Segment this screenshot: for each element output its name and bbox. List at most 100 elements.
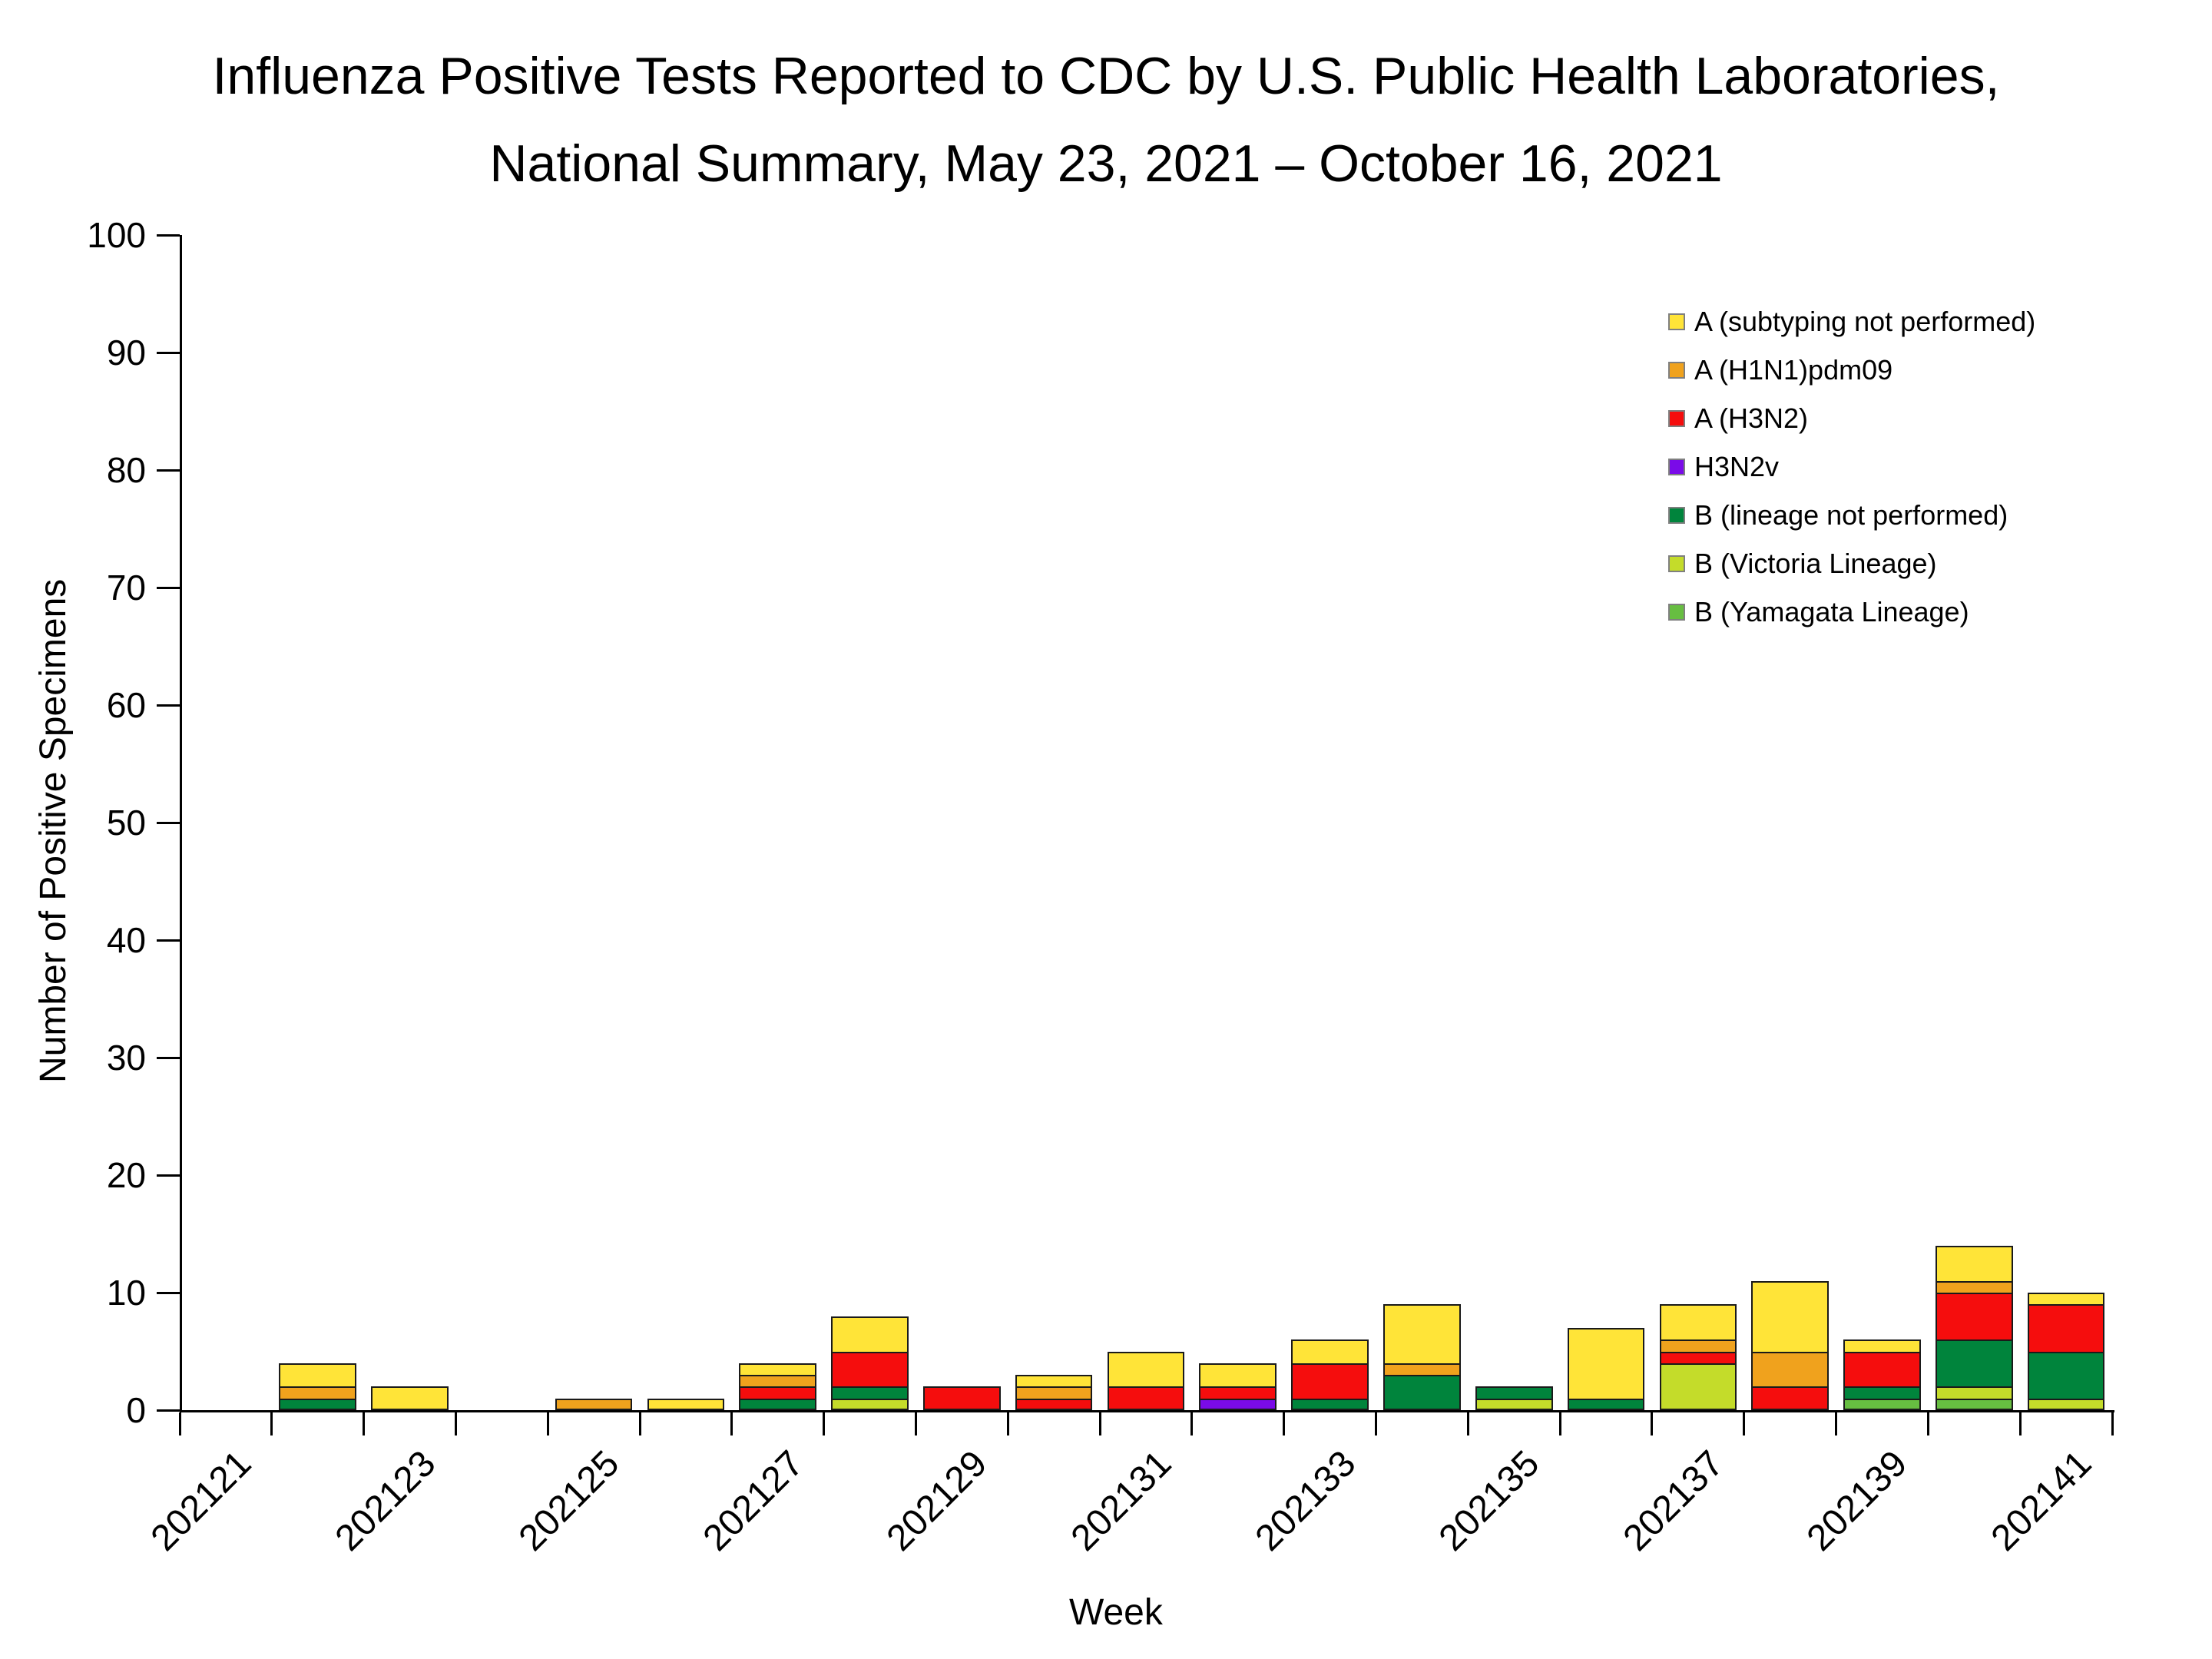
x-tick-label: 202129 — [879, 1442, 995, 1559]
bar-week-202137 — [1659, 1304, 1737, 1410]
x-tick — [178, 1412, 181, 1435]
x-tick — [1926, 1412, 1929, 1435]
x-tick-label: 202131 — [1063, 1442, 1180, 1559]
legend-item: A (H1N1)pdm09 — [1668, 353, 1892, 387]
legend-label: H3N2v — [1694, 451, 1780, 482]
bar-segment — [831, 1316, 909, 1353]
x-tick — [1375, 1412, 1378, 1435]
y-tick — [157, 1056, 180, 1059]
legend-label: A (subtyping not performed) — [1694, 306, 2036, 337]
legend-swatch — [1668, 604, 1685, 621]
x-tick-label: 202121 — [143, 1442, 260, 1559]
bar-segment — [1015, 1398, 1093, 1410]
bar-week-202123 — [371, 1386, 449, 1410]
x-tick — [1651, 1412, 1654, 1435]
bar-week-202122 — [279, 1363, 357, 1410]
bar-segment — [2027, 1398, 2105, 1410]
bar-segment — [1935, 1398, 2013, 1410]
bar-segment — [1567, 1398, 1645, 1410]
bar-week-202133 — [1291, 1339, 1369, 1410]
x-tick — [363, 1412, 366, 1435]
bar-week-202125 — [555, 1398, 633, 1410]
bar-segment — [739, 1398, 817, 1410]
bar-segment — [279, 1363, 357, 1389]
y-tick — [157, 351, 180, 354]
bar-segment — [2027, 1351, 2105, 1400]
y-tick — [157, 939, 180, 942]
legend-swatch — [1668, 410, 1685, 427]
x-tick — [1835, 1412, 1838, 1435]
y-tick-label: 30 — [106, 1038, 146, 1078]
bar-week-202141 — [2027, 1293, 2105, 1410]
bar-segment — [371, 1386, 449, 1410]
bar-week-202132 — [1199, 1363, 1277, 1410]
y-tick — [157, 1174, 180, 1177]
x-tick-label: 202133 — [1247, 1442, 1363, 1559]
x-tick — [546, 1412, 549, 1435]
bar-week-202131 — [1107, 1351, 1185, 1410]
bar-segment — [1291, 1339, 1369, 1365]
bar-segment — [923, 1386, 1001, 1410]
x-tick — [1283, 1412, 1286, 1435]
y-tick — [157, 233, 180, 237]
x-tick-label: 202141 — [1983, 1442, 2100, 1559]
y-tick — [157, 704, 180, 707]
legend-item: B (Victoria Lineage) — [1668, 547, 1937, 581]
y-tick-label: 50 — [106, 803, 146, 843]
legend-swatch — [1668, 507, 1685, 524]
legend-item: A (H3N2) — [1668, 402, 1808, 435]
bar-segment — [1935, 1293, 2013, 1342]
legend-item: H3N2v — [1668, 450, 1779, 484]
x-tick — [1558, 1412, 1561, 1435]
bar-week-202136 — [1567, 1327, 1645, 1410]
legend-swatch — [1668, 459, 1685, 475]
bar-week-202135 — [1475, 1386, 1553, 1410]
bar-segment — [1199, 1363, 1277, 1389]
y-tick-label: 0 — [126, 1390, 146, 1430]
bar-segment — [647, 1398, 725, 1410]
x-tick — [1006, 1412, 1009, 1435]
chart-title-line-2: National Summary, May 23, 2021 – October… — [489, 134, 1723, 193]
bar-segment — [1659, 1304, 1737, 1342]
x-tick — [1466, 1412, 1469, 1435]
y-tick-label: 20 — [106, 1155, 146, 1195]
bar-segment — [1659, 1363, 1737, 1410]
plot-area — [180, 235, 2114, 1412]
x-tick — [270, 1412, 273, 1435]
x-tick-label: 202137 — [1615, 1442, 1732, 1559]
y-tick-label: 10 — [106, 1273, 146, 1313]
bar-segment — [1751, 1280, 1829, 1353]
chart-title-line-1: Influenza Positive Tests Reported to CDC… — [212, 47, 2000, 105]
x-tick — [1743, 1412, 1746, 1435]
bar-segment — [1935, 1245, 2013, 1283]
legend-item: A (subtyping not performed) — [1668, 305, 2035, 339]
bar-segment — [1107, 1386, 1185, 1410]
x-tick — [823, 1412, 826, 1435]
x-tick-label: 202123 — [327, 1442, 443, 1559]
bar-segment — [1843, 1351, 1921, 1389]
bar-week-202140 — [1935, 1245, 2013, 1410]
bar-week-202130 — [1015, 1375, 1093, 1410]
legend-label: B (Yamagata Lineage) — [1694, 596, 1969, 628]
y-tick-label: 90 — [106, 333, 146, 373]
legend-label: B (lineage not performed) — [1694, 499, 2008, 531]
x-tick-label: 202127 — [695, 1442, 812, 1559]
bar-week-202126 — [647, 1398, 725, 1410]
x-tick — [1098, 1412, 1101, 1435]
bar-segment — [1935, 1339, 2013, 1389]
bar-week-202127 — [739, 1363, 817, 1410]
x-tick-label: 202135 — [1431, 1442, 1548, 1559]
bar-week-202134 — [1383, 1304, 1461, 1410]
bar-segment — [831, 1398, 909, 1410]
legend-swatch — [1668, 313, 1685, 330]
legend-label: A (H3N2) — [1694, 402, 1809, 434]
x-tick-label: 202139 — [1800, 1442, 1916, 1559]
y-tick-label: 70 — [106, 568, 146, 608]
y-tick — [157, 469, 180, 472]
y-tick-label: 60 — [106, 685, 146, 725]
bar-week-202128 — [831, 1316, 909, 1410]
legend-item: B (lineage not performed) — [1668, 498, 2008, 532]
legend-swatch — [1668, 362, 1685, 379]
bar-segment — [1751, 1386, 1829, 1410]
